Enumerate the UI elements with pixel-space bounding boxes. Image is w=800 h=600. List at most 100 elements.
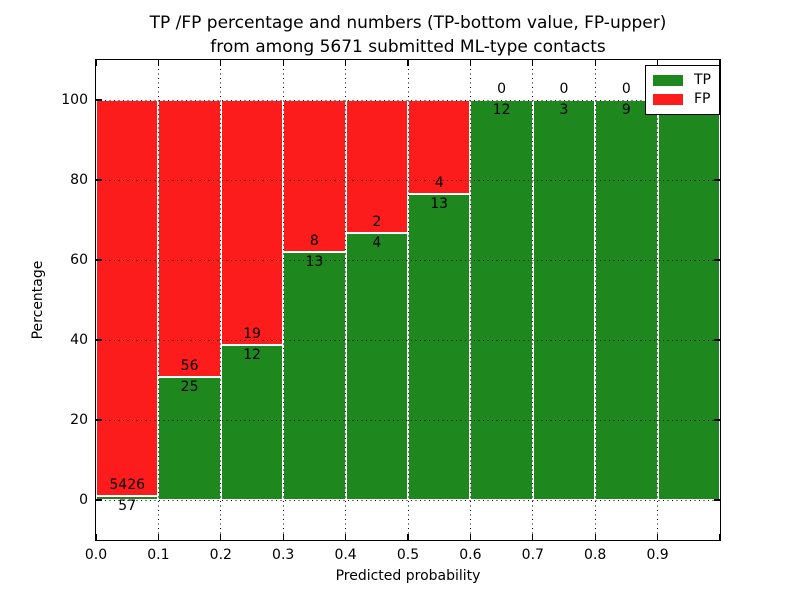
fp-count-label: 5426 (109, 476, 146, 493)
x-tick-label: 0.5 (396, 547, 420, 563)
bar-segment-tp (470, 100, 533, 500)
x-tick-mark (157, 534, 159, 540)
x-tick-label: 0.9 (646, 547, 669, 563)
y-tick-mark (714, 339, 720, 341)
x-tick-mark (282, 60, 284, 66)
fp-count-label: 4 (434, 175, 444, 192)
bar-segment-tp (657, 100, 720, 500)
x-gridline (345, 60, 347, 540)
bar-segment-fp (345, 100, 408, 234)
fp-count-label: 8 (309, 233, 319, 250)
x-tick-mark (657, 534, 659, 540)
y-gridline (96, 259, 720, 261)
y-tick-mark (96, 499, 102, 501)
bar-segment-tp (345, 233, 408, 500)
x-gridline (220, 60, 222, 540)
legend-entry-tp: TP (653, 71, 711, 90)
x-tick-mark (469, 534, 471, 540)
y-tick-label: 0 (79, 492, 88, 508)
y-tick-mark (96, 419, 102, 421)
bar-segment-tp (283, 252, 346, 500)
y-tick-mark (96, 99, 102, 101)
y-tick-mark (714, 419, 720, 421)
y-gridline (96, 99, 720, 101)
y-tick-mark (714, 499, 720, 501)
legend-label-fp: FP (694, 91, 711, 107)
x-tick-mark (282, 534, 284, 540)
chart-title: TP /FP percentage and numbers (TP-bottom… (96, 11, 720, 59)
x-gridline (282, 60, 284, 540)
fp-swatch-icon (653, 94, 683, 105)
y-gridline (96, 499, 720, 501)
x-tick-label: 0.8 (584, 547, 607, 563)
fp-count-label: 2 (372, 214, 382, 231)
x-tick-label: 0.1 (147, 547, 170, 563)
x-gridline (532, 60, 534, 540)
tp-count-label: 9 (621, 102, 631, 118)
fp-count-label: 0 (559, 81, 569, 97)
bar-segment-fp (220, 100, 284, 346)
x-gridline (157, 60, 159, 540)
x-tick-mark (345, 60, 347, 66)
y-tick-mark (714, 259, 720, 261)
tp-count-label: 13 (305, 254, 324, 271)
x-tick-mark (407, 534, 409, 540)
x-tick-mark (157, 60, 159, 66)
tp-count-label: 12 (492, 102, 511, 118)
x-tick-mark (594, 60, 596, 66)
x-tick-mark (345, 534, 347, 540)
tp-swatch-icon (653, 75, 683, 86)
x-gridline (469, 60, 471, 540)
x-tick-label: 0.3 (272, 547, 295, 563)
y-tick-label: 60 (70, 252, 88, 268)
x-tick-label: 0.2 (209, 547, 232, 563)
x-tick-label: 0.6 (459, 547, 482, 563)
x-gridline (657, 60, 659, 540)
bar-segment-tp (220, 345, 284, 500)
x-tick-mark (532, 534, 534, 540)
tp-count-label: 12 (243, 347, 261, 364)
fp-count-label: 0 (621, 81, 631, 97)
bar-segment-fp (408, 100, 471, 195)
x-tick-mark (407, 60, 409, 66)
x-tick-mark (220, 60, 222, 66)
y-gridline (96, 179, 720, 181)
tp-count-label: 3 (559, 102, 569, 118)
x-tick-label: 0.7 (521, 547, 544, 563)
x-axis-label: Predicted probability (335, 568, 481, 584)
x-tick-mark (657, 60, 659, 66)
y-tick-label: 100 (61, 92, 88, 108)
x-tick-mark (95, 534, 97, 540)
legend: TP FP (645, 65, 720, 115)
plot-area: 5426575625191281324413012030908 (94, 58, 721, 541)
y-axis-label: Percentage (30, 260, 46, 340)
y-tick-label: 20 (70, 412, 88, 428)
x-tick-label: 0.0 (84, 547, 108, 563)
y-tick-label: 80 (70, 172, 88, 188)
fp-count-label: 56 (180, 357, 199, 374)
fp-count-label: 19 (243, 326, 261, 343)
bar-segment-tp (96, 495, 159, 500)
bar-segment-tp (595, 100, 658, 500)
y-gridline (96, 419, 720, 421)
x-tick-mark (719, 534, 721, 540)
x-gridline (594, 60, 596, 540)
x-tick-label: 0.4 (334, 547, 357, 563)
y-tick-mark (96, 179, 102, 181)
bar-segment-tp (532, 100, 596, 500)
bar-segment-tp (408, 194, 471, 500)
y-tick-label: 40 (70, 332, 88, 348)
chart-title-line1: TP /FP percentage and numbers (TP-bottom… (149, 13, 667, 33)
bar-segment-fp (283, 100, 346, 253)
tp-count-label: 4 (372, 235, 382, 252)
y-tick-mark (96, 339, 102, 341)
y-tick-mark (96, 259, 102, 261)
x-tick-mark (220, 534, 222, 540)
x-tick-mark (594, 534, 596, 540)
x-tick-mark (469, 60, 471, 66)
tp-count-label: 25 (180, 378, 199, 395)
x-tick-mark (532, 60, 534, 66)
tp-count-label: 13 (430, 196, 449, 213)
tp-count-label: 57 (118, 497, 137, 514)
bar-segment-tp (158, 376, 221, 500)
